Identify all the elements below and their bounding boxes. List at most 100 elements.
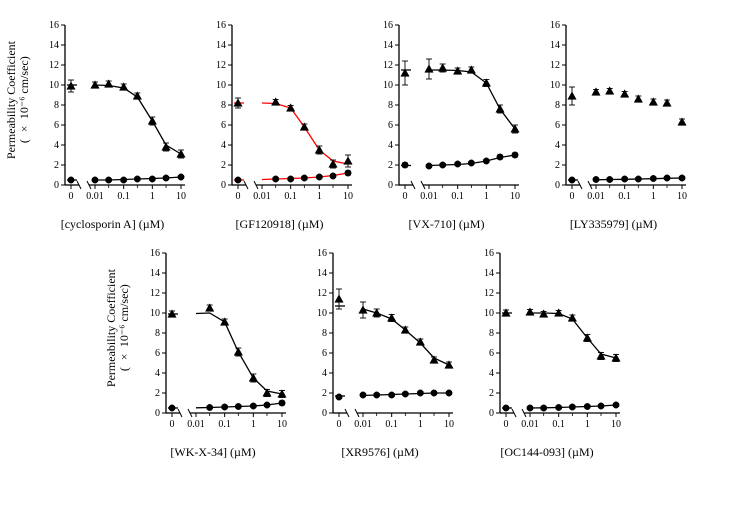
svg-text:1: 1 [484, 191, 489, 202]
panel-OC144093: 024681012141600.010.1110 [OC144-093] (µM… [465, 238, 630, 460]
svg-text:1: 1 [584, 419, 589, 430]
panel-WKX34: 024681012141600.010.1110 [WK-X-34] (µM) [131, 238, 296, 460]
chart-LY335979: 024681012141600.010.1110 [531, 10, 696, 215]
svg-text:0.1: 0.1 [552, 419, 565, 430]
svg-text:0: 0 [489, 408, 494, 419]
svg-text:0.01: 0.01 [86, 191, 104, 202]
xlabel-OC144093: [OC144-093] (µM) [500, 445, 593, 460]
svg-text:14: 14 [216, 40, 226, 51]
xlabel-GF120918: [GF120918] (µM) [236, 217, 324, 232]
svg-text:12: 12 [484, 288, 494, 299]
svg-text:10: 10 [176, 191, 186, 202]
svg-text:16: 16 [317, 248, 327, 259]
svg-text:2: 2 [54, 160, 59, 171]
svg-text:0: 0 [169, 419, 174, 430]
panel-cyclosporinA: 024681012141600.010.1110 [cyclosporin A]… [30, 10, 195, 232]
svg-text:4: 4 [54, 140, 59, 151]
svg-text:0: 0 [388, 180, 393, 191]
svg-text:0.1: 0.1 [218, 419, 231, 430]
panel-LY335979: 024681012141600.010.1110 [LY335979] (µM) [531, 10, 696, 232]
svg-text:0.01: 0.01 [354, 419, 372, 430]
svg-text:10: 10 [343, 191, 353, 202]
xlabel-LY335979: [LY335979] (µM) [570, 217, 657, 232]
svg-text:4: 4 [322, 368, 327, 379]
svg-text:10: 10 [383, 80, 393, 91]
svg-text:2: 2 [322, 388, 327, 399]
svg-text:1: 1 [417, 419, 422, 430]
svg-text:0: 0 [336, 419, 341, 430]
xlabel-WKX34: [WK-X-34] (µM) [170, 445, 255, 460]
svg-text:1: 1 [250, 419, 255, 430]
xlabel-XR9576: [XR9576] (µM) [341, 445, 418, 460]
svg-text:12: 12 [216, 60, 226, 71]
svg-text:0.01: 0.01 [420, 191, 438, 202]
svg-text:16: 16 [150, 248, 160, 259]
svg-text:14: 14 [317, 268, 327, 279]
svg-text:2: 2 [155, 388, 160, 399]
xlabel-VX710: [VX-710] (µM) [409, 217, 485, 232]
ylabel-text-2: Permeability Coefficient ( × 10⁻⁶ cm/sec… [105, 269, 131, 387]
svg-text:0.1: 0.1 [385, 419, 398, 430]
row-2: Permeability Coefficient ( × 10⁻⁶ cm/sec… [10, 238, 730, 460]
svg-text:12: 12 [150, 288, 160, 299]
svg-text:1: 1 [317, 191, 322, 202]
svg-text:8: 8 [155, 328, 160, 339]
svg-text:10: 10 [611, 419, 621, 430]
row-1: Permeability Coefficient ( × 10⁻⁶ cm/sec… [10, 10, 730, 232]
svg-text:14: 14 [150, 268, 160, 279]
svg-text:0: 0 [555, 180, 560, 191]
svg-text:4: 4 [155, 368, 160, 379]
svg-text:16: 16 [550, 20, 560, 31]
figure-grid: Permeability Coefficient ( × 10⁻⁶ cm/sec… [10, 10, 730, 460]
svg-text:4: 4 [221, 140, 226, 151]
svg-text:6: 6 [221, 120, 226, 131]
svg-text:10: 10 [277, 419, 287, 430]
panel-XR9576: 0 2 4 6 8 10 12 14 16 0 0.01 0.1 1 10 [XR9576] (µM) [298, 238, 463, 460]
xlabel-cyclosporinA: [cyclosporin A] (µM) [61, 217, 165, 232]
svg-text:0.1: 0.1 [284, 191, 297, 202]
chart-cyclosporinA: 024681012141600.010.1110 [30, 10, 195, 215]
svg-text:14: 14 [484, 268, 494, 279]
svg-text:8: 8 [54, 100, 59, 111]
svg-text:1: 1 [150, 191, 155, 202]
svg-text:8: 8 [322, 328, 327, 339]
svg-text:0.01: 0.01 [587, 191, 605, 202]
svg-text:12: 12 [49, 60, 59, 71]
svg-text:2: 2 [489, 388, 494, 399]
svg-text:0.01: 0.01 [253, 191, 271, 202]
svg-text:1: 1 [651, 191, 656, 202]
svg-text:4: 4 [388, 140, 393, 151]
chart-GF120918: 024681012141600.010.1110 [197, 10, 362, 215]
chart-WKX34: 024681012141600.010.1110 [131, 238, 296, 443]
svg-text:10: 10 [317, 308, 327, 319]
svg-text:0: 0 [236, 191, 241, 202]
svg-text:0: 0 [54, 180, 59, 191]
svg-text:12: 12 [317, 288, 327, 299]
svg-text:8: 8 [388, 100, 393, 111]
svg-text:10: 10 [150, 308, 160, 319]
svg-text:6: 6 [322, 348, 327, 359]
svg-text:16: 16 [49, 20, 59, 31]
svg-text:12: 12 [383, 60, 393, 71]
svg-text:10: 10 [510, 191, 520, 202]
panel-VX710: 024681012141600.010.1110 [VX-710] (µM) [364, 10, 529, 232]
svg-text:6: 6 [489, 348, 494, 359]
svg-text:10: 10 [677, 191, 687, 202]
svg-text:0: 0 [69, 191, 74, 202]
svg-text:0: 0 [322, 408, 327, 419]
svg-text:2: 2 [555, 160, 560, 171]
svg-text:10: 10 [444, 419, 454, 430]
svg-text:14: 14 [550, 40, 560, 51]
svg-text:0.01: 0.01 [521, 419, 539, 430]
svg-text:10: 10 [216, 80, 226, 91]
svg-text:16: 16 [216, 20, 226, 31]
svg-text:6: 6 [555, 120, 560, 131]
svg-text:8: 8 [489, 328, 494, 339]
svg-text:12: 12 [550, 60, 560, 71]
svg-text:4: 4 [489, 368, 494, 379]
svg-text:0: 0 [503, 419, 508, 430]
svg-text:14: 14 [49, 40, 59, 51]
svg-text:10: 10 [484, 308, 494, 319]
svg-text:2: 2 [221, 160, 226, 171]
svg-text:0: 0 [570, 191, 575, 202]
